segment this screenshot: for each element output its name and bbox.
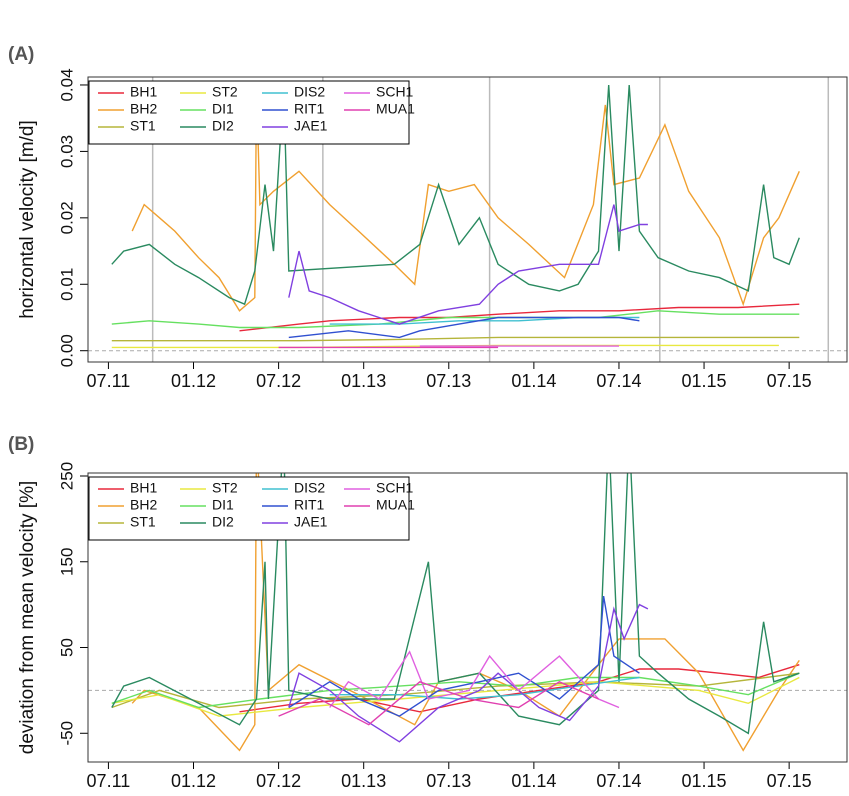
line-series	[278, 681, 599, 726]
line-series	[111, 336, 800, 342]
legend-label: BH2	[130, 101, 157, 117]
line-series	[329, 650, 620, 709]
legend-label: DI2	[212, 514, 234, 530]
x-tick-label: 07.14	[596, 371, 641, 391]
x-tick-label: 01.15	[682, 771, 727, 791]
line-series	[288, 595, 640, 717]
legend-label: ST1	[130, 514, 156, 530]
legend-label: RIT1	[294, 497, 325, 513]
line-series	[239, 303, 800, 332]
x-tick-label: 01.13	[341, 371, 386, 391]
legend-box	[88, 80, 410, 145]
legend-label: DI1	[212, 497, 234, 513]
legend-label: BH1	[130, 480, 157, 496]
y-tick-label: 250	[57, 462, 76, 490]
legend-label: DIS2	[294, 480, 325, 496]
line-series	[131, 84, 800, 312]
panel-label: (A)	[8, 44, 34, 65]
panel-label: (B)	[8, 434, 34, 455]
x-tick-label: 01.14	[511, 771, 556, 791]
legend-label: ST2	[212, 480, 238, 496]
legend-box	[88, 476, 410, 541]
y-tick-label: 0.03	[57, 135, 76, 168]
y-tick-label: 150	[57, 548, 76, 576]
line-series	[288, 603, 649, 743]
line-series	[111, 676, 800, 717]
x-tick-label: 07.15	[767, 771, 812, 791]
plot-frame	[87, 76, 848, 363]
y-axis-label: deviation from mean velocity [%]	[17, 481, 38, 755]
legend-label: JAE1	[294, 118, 328, 134]
series-group	[111, 84, 800, 349]
legend-label: DI2	[212, 118, 234, 134]
y-tick-label: 0.02	[57, 201, 76, 234]
x-tick-label: 07.11	[87, 371, 131, 391]
line-series	[111, 84, 800, 306]
legend-label: DIS2	[294, 84, 325, 100]
plot-frame	[87, 472, 848, 763]
legend-label: MUA1	[376, 101, 415, 117]
x-tick-label: 01.14	[511, 371, 556, 391]
x-tick-label: 01.13	[341, 771, 386, 791]
y-tick-label: 50	[57, 638, 76, 657]
y-tick-label: 0.00	[57, 334, 76, 367]
x-tick-label: 07.14	[596, 771, 641, 791]
x-tick-label: 07.13	[426, 371, 471, 391]
x-tick-label: 01.12	[171, 371, 216, 391]
legend-label: RIT1	[294, 101, 325, 117]
x-tick-label: 07.12	[256, 771, 301, 791]
legend-label: DI1	[212, 101, 234, 117]
line-series	[288, 316, 640, 339]
line-series	[329, 676, 640, 700]
line-series	[288, 204, 648, 325]
legend-label: JAE1	[294, 514, 328, 530]
line-series	[111, 672, 800, 709]
x-tick-label: 07.15	[767, 371, 812, 391]
legend-label: BH1	[130, 84, 157, 100]
y-tick-label: 0.04	[57, 68, 76, 101]
x-tick-label: 07.11	[87, 771, 131, 791]
x-tick-label: 07.13	[426, 771, 471, 791]
x-tick-label: 01.12	[171, 771, 216, 791]
y-tick-label: -50	[57, 721, 76, 746]
x-tick-label: 01.15	[682, 371, 727, 391]
legend-label: BH2	[130, 497, 157, 513]
legend-label: ST2	[212, 84, 238, 100]
legend-label: MUA1	[376, 497, 415, 513]
line-series	[111, 310, 800, 329]
legend-label: ST1	[130, 118, 156, 134]
series-group	[111, 473, 800, 752]
legend-label: SCH1	[376, 84, 414, 100]
legend-label: SCH1	[376, 480, 414, 496]
line-series	[111, 344, 779, 349]
y-axis-label: horizontal velocity [m/d]	[17, 120, 38, 319]
x-tick-label: 07.12	[256, 371, 301, 391]
y-tick-label: 0.01	[57, 268, 76, 301]
